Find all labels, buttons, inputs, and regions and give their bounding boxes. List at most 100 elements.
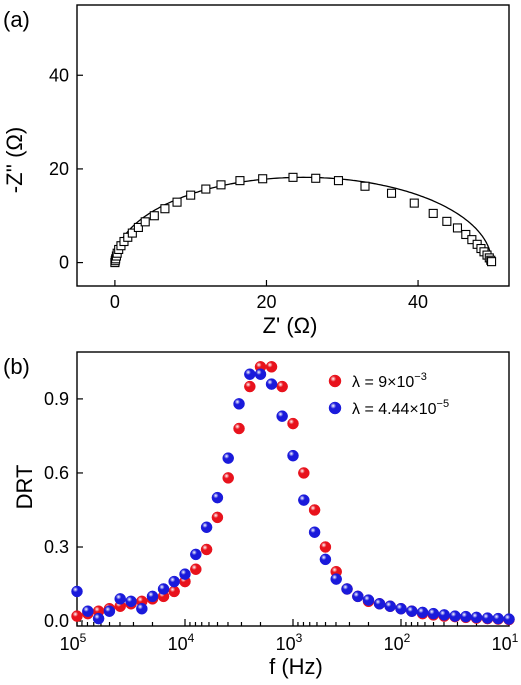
panel-a-data-point — [461, 229, 471, 240]
panel-b-series-2-point — [427, 607, 440, 620]
panel-b-frame — [76, 351, 510, 627]
panel-b-series-2-point — [168, 575, 180, 588]
panel-b-series-1-point — [222, 472, 234, 484]
panel-b-plot-area: 105 104 103 102 101 0.0 0.3 0.6 0.9 λ = 9×10−3 λ =… — [44, 351, 519, 654]
panel-b-series-1-point — [211, 511, 224, 524]
panel-b-series-2-point — [82, 605, 94, 617]
panel-a-fit-line — [114, 176, 493, 263]
panel-b-y-tick-label: 0.6 — [44, 463, 69, 483]
panel-a-data-point — [360, 181, 370, 191]
panel-b-series-1-point — [276, 380, 288, 393]
panel-b-series-2-point — [276, 410, 288, 422]
panel-b-series-2-point — [395, 602, 407, 615]
panel-b-series-2-point — [470, 611, 483, 624]
panel-b-series-2-point — [103, 605, 116, 617]
panel-b-series-2-point — [287, 449, 299, 462]
panel-a-plot-area: 0 20 40 0 20 40 — [49, 4, 510, 312]
panel-b-series-1-point — [168, 585, 180, 598]
panel-a-data-point — [216, 180, 226, 190]
panel-b-series-2-point — [481, 612, 494, 624]
panel-a-x-tick-label: 40 — [408, 292, 428, 312]
panel-b-series-2-point — [406, 605, 418, 617]
panel-a-x-tick-label: 0 — [110, 292, 120, 312]
panel-b-series-1-point — [298, 467, 310, 479]
legend-label-series-2: λ = 4.44×10−5 — [352, 398, 449, 418]
panel-b-series-2-point — [114, 593, 126, 605]
panel-b-series-2-point — [308, 526, 321, 538]
panel-b-series-1-point — [287, 417, 299, 430]
panel-b-series-1-point — [265, 361, 278, 373]
panel-b-series-1-point — [319, 541, 332, 553]
legend-label-series-1: λ = 9×10−3 — [352, 371, 427, 391]
panel-a-data-point — [386, 188, 397, 198]
panel-a-data-point — [133, 222, 143, 233]
panel-a-data-point — [186, 190, 196, 200]
panel-b-series-1-point — [233, 422, 245, 435]
panel-b-x-tick-label: 102 — [384, 631, 411, 654]
panel-a-data-point — [452, 223, 463, 233]
panel-a-data-point — [409, 198, 419, 208]
panel-a-data-point — [201, 184, 211, 194]
panel-b-series-2-point — [460, 610, 472, 623]
panel-b-x-axis-title: f (Hz) — [269, 654, 323, 679]
panel-a-x-tick-label: 20 — [256, 292, 276, 312]
panel-b-series-1-point — [190, 563, 202, 575]
panel-b-series-2-point — [265, 378, 278, 390]
legend-marker-series-2 — [328, 401, 342, 415]
panel-a-data-point — [333, 176, 344, 186]
panel-b-series-2-point — [222, 452, 234, 464]
panel-b-y-tick-label: 0.0 — [44, 611, 69, 631]
panel-b-series-2-point — [298, 494, 310, 506]
panel-a-y-tick-label: 40 — [49, 65, 69, 85]
panel-a-y-axis-title: -Z'' (Ω) — [2, 127, 27, 193]
panel-b-series-1-point — [308, 504, 321, 516]
panel-b-series-2-point — [503, 613, 515, 625]
panel-a-data-point — [149, 211, 159, 221]
panel-b-series-2-point — [319, 553, 332, 566]
panel-b-series-2-point — [92, 612, 105, 625]
panel-b-series-2-point — [211, 491, 224, 504]
panel-b-series-2-point — [146, 590, 159, 603]
panel-a-data-point — [442, 216, 452, 226]
panel-b-series-2-point — [330, 573, 342, 585]
panel-b-series-1-point — [244, 380, 256, 393]
panel-a-label: (a) — [3, 7, 30, 32]
panel-b-x-tick-label: 103 — [276, 631, 303, 654]
panel-b-series-2-point — [384, 600, 396, 613]
panel-a-y-tick-label: 20 — [49, 159, 69, 179]
panel-a-data-point — [258, 174, 268, 184]
panel-b-series-2-point — [373, 598, 386, 610]
panel-b-series-2-point — [71, 585, 83, 598]
panel-a-data-point — [311, 173, 321, 183]
panel-b-series-2-point — [492, 612, 504, 625]
panel-a-y-tick-label: 0 — [59, 253, 69, 273]
panel-b-series-2-point — [179, 568, 191, 580]
panel-a-data-point — [127, 228, 137, 238]
panel-b-x-tick-label: 105 — [60, 631, 87, 654]
panel-b-series-2-point — [200, 521, 213, 534]
panel-b-series-2-point — [416, 606, 429, 619]
panel-b-series-2-point — [233, 398, 245, 410]
panel-a-data-point — [288, 172, 298, 182]
panel-b-drt-plot: (b) 105 104 103 102 101 0.0 0.3 0.6 0.9 λ = 9×10−… — [3, 351, 519, 679]
panel-a-data-point — [467, 235, 477, 245]
legend-marker-series-1 — [328, 374, 342, 388]
panel-b-y-axis-title: DRT — [12, 465, 37, 510]
panel-b-x-tick-label: 101 — [492, 631, 519, 654]
panel-b-series-1-point — [200, 543, 213, 556]
panel-b-series-2-point — [190, 548, 202, 561]
panel-b-series-2-point — [362, 594, 375, 606]
panel-b-y-tick-label: 0.9 — [44, 389, 69, 409]
panel-a-impedance-plot: (a) 0 20 40 0 20 40 Z' (Ω) -Z'' (Ω) — [2, 4, 510, 338]
panel-a-data-point — [172, 197, 182, 207]
panel-b-series-2-point — [157, 583, 170, 595]
panel-a-data-point — [160, 204, 170, 214]
panel-a-data-point — [428, 208, 438, 218]
panel-b-label: (b) — [3, 354, 30, 379]
panel-b-series-2-point — [244, 368, 256, 380]
panel-a-data-point — [140, 217, 150, 227]
panel-b-series-2-point — [254, 368, 267, 380]
panel-b-series-2-point — [136, 602, 148, 615]
panel-a-data-point — [487, 257, 497, 267]
